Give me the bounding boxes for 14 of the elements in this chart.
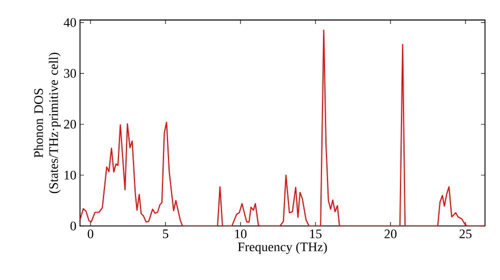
line-series bbox=[80, 30, 485, 226]
y-tick-label: 30 bbox=[64, 69, 76, 78]
x-axis-title: Frequency (THz) bbox=[238, 242, 327, 254]
y-tick-label: 20 bbox=[64, 120, 76, 129]
y-tick-label: 0 bbox=[70, 222, 76, 230]
x-tick-label: 20 bbox=[384, 230, 397, 238]
x-tick-label: 25 bbox=[460, 230, 472, 238]
x-tick-label: 5 bbox=[163, 230, 168, 238]
y-tick-label: 40 bbox=[64, 18, 76, 27]
y-axis-title: Phonon DOS (States/THz·primitive cell) bbox=[34, 52, 61, 194]
y-tick-label: 10 bbox=[64, 170, 76, 180]
x-tick-label: 10 bbox=[235, 230, 247, 238]
x-tick-label: 0 bbox=[88, 230, 94, 238]
x-tick-label: 15 bbox=[310, 230, 322, 238]
